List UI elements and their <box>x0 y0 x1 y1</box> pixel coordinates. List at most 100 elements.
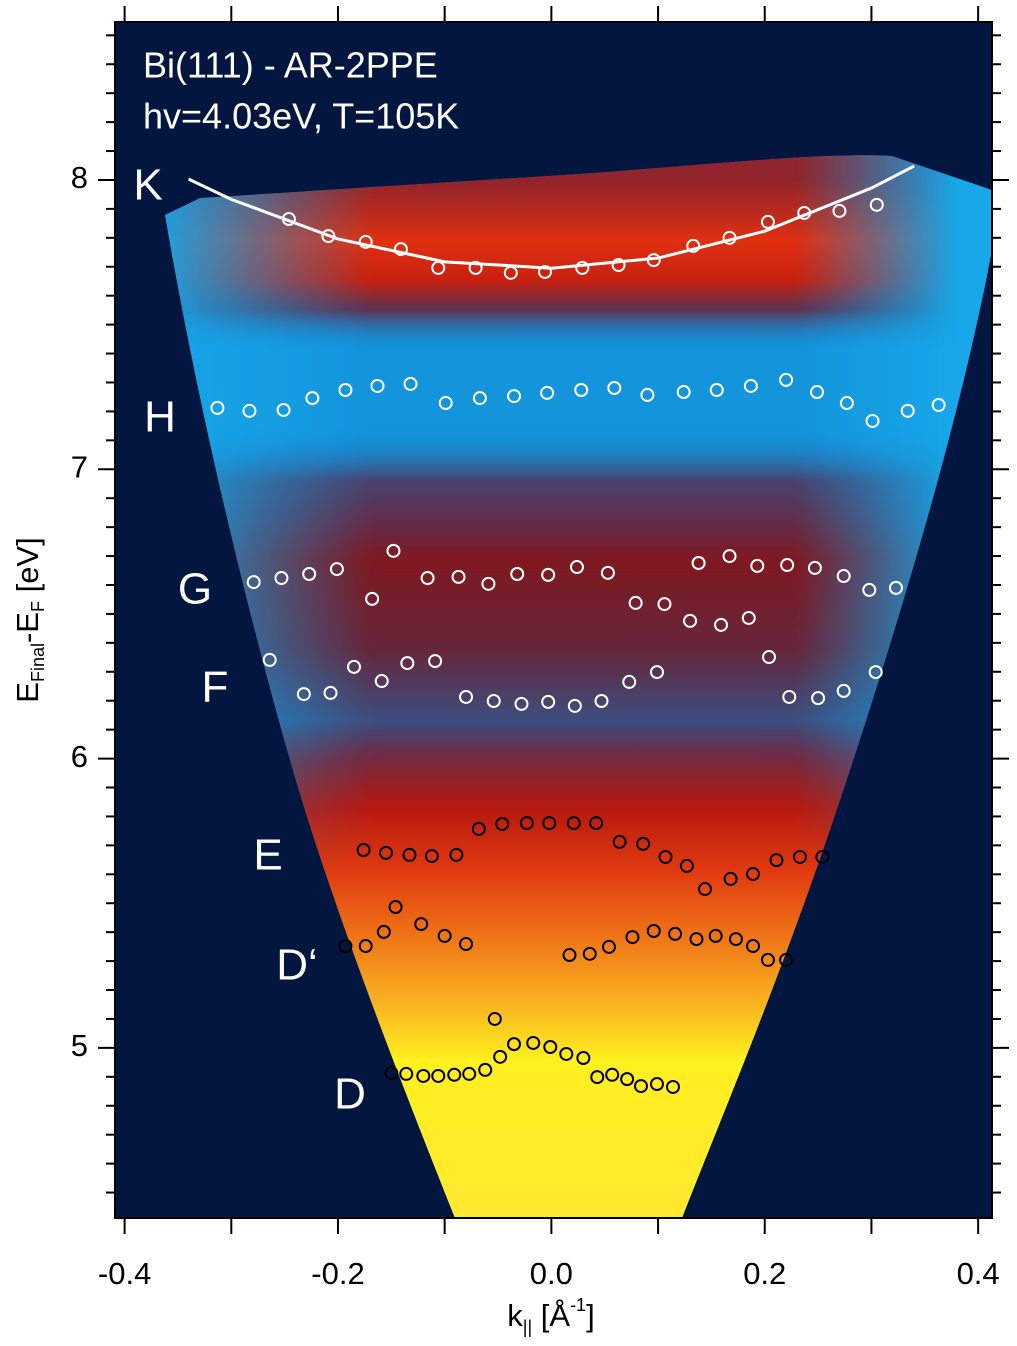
data-point <box>810 385 825 400</box>
data-point <box>388 899 403 914</box>
data-point <box>931 398 946 413</box>
data-point <box>384 1066 399 1081</box>
data-point <box>760 214 775 229</box>
data-point <box>569 560 584 575</box>
data-point <box>329 562 344 577</box>
y-axis-label: EFinal-EF [eV] <box>10 537 48 702</box>
band-label: G <box>178 565 212 614</box>
data-point <box>487 1011 502 1026</box>
data-point <box>683 613 698 628</box>
y-label-sub2: F <box>28 601 48 612</box>
data-point <box>622 674 637 689</box>
data-point <box>438 396 453 411</box>
data-point <box>495 816 510 831</box>
data-point <box>601 939 616 954</box>
data-point <box>762 650 777 665</box>
data-point <box>370 378 385 393</box>
data-point <box>576 1051 591 1066</box>
data-point <box>567 698 582 713</box>
data-point <box>416 1068 431 1083</box>
data-point <box>574 383 589 397</box>
data-point <box>541 694 556 709</box>
data-point <box>832 203 847 218</box>
data-point <box>782 689 797 704</box>
data-point <box>503 265 518 280</box>
data-point <box>338 383 353 397</box>
data-point <box>612 834 627 849</box>
data-point <box>589 816 604 831</box>
data-point <box>746 939 761 954</box>
data-point <box>646 924 661 939</box>
data-point <box>811 691 826 706</box>
data-point <box>676 385 691 400</box>
data-point <box>708 928 723 943</box>
data-point <box>374 674 389 689</box>
data-point <box>836 683 851 698</box>
data-point <box>526 1035 541 1050</box>
data-point <box>414 917 429 932</box>
data-point <box>246 575 261 590</box>
data-point <box>657 597 672 612</box>
data-point <box>281 212 296 227</box>
data-point <box>471 821 486 836</box>
x-tick-label: 0.4 <box>957 1256 1000 1291</box>
data-point <box>403 376 418 391</box>
data-point <box>723 871 738 886</box>
y-label-unit: [eV] <box>10 537 45 601</box>
data-point <box>698 882 713 897</box>
data-point <box>750 558 765 573</box>
data-point <box>468 260 483 275</box>
data-point <box>376 924 391 939</box>
data-point <box>481 576 496 591</box>
data-point <box>431 260 446 275</box>
data-point <box>869 197 884 212</box>
data-point <box>459 689 474 704</box>
data-point <box>510 567 525 581</box>
data-point <box>714 617 729 632</box>
data-point <box>543 1040 558 1055</box>
data-point <box>836 569 851 584</box>
data-point <box>594 694 609 709</box>
data-point <box>728 932 743 947</box>
y-label-mid: -E <box>10 612 45 643</box>
data-point <box>302 567 317 581</box>
data-point <box>649 665 664 680</box>
data-point <box>431 1068 446 1083</box>
x-tick-label: -0.4 <box>98 1256 151 1291</box>
data-point <box>679 858 694 873</box>
data-point <box>459 937 474 952</box>
data-point <box>779 952 794 967</box>
data-point <box>640 387 655 402</box>
data-point <box>625 930 640 945</box>
data-point <box>709 383 724 397</box>
data-point <box>900 403 915 418</box>
data-point <box>839 396 854 411</box>
band-label: H <box>144 393 176 442</box>
data-point <box>305 391 320 406</box>
data-point <box>542 816 557 831</box>
data-point <box>575 260 590 275</box>
data-point <box>743 378 758 393</box>
data-point <box>722 230 737 245</box>
y-tick-label: 6 <box>71 739 88 774</box>
plot-frame <box>114 21 993 1219</box>
data-point <box>437 928 452 943</box>
x-tick-label: 0.0 <box>530 1256 573 1291</box>
data-point <box>472 391 487 406</box>
data-point <box>689 932 704 947</box>
x-label-close: ] <box>586 1298 595 1333</box>
x-label-sub: || <box>523 1317 532 1337</box>
y-tick-label: 8 <box>71 160 88 195</box>
data-point <box>779 372 794 387</box>
data-point <box>424 849 439 864</box>
data-point <box>746 867 761 882</box>
data-point <box>356 843 371 857</box>
x-label-unit: [Å <box>532 1298 570 1333</box>
data-point <box>323 685 338 700</box>
data-point <box>646 253 661 268</box>
data-point <box>519 816 534 831</box>
data-point <box>792 849 807 864</box>
y-tick-label: 5 <box>71 1028 88 1063</box>
